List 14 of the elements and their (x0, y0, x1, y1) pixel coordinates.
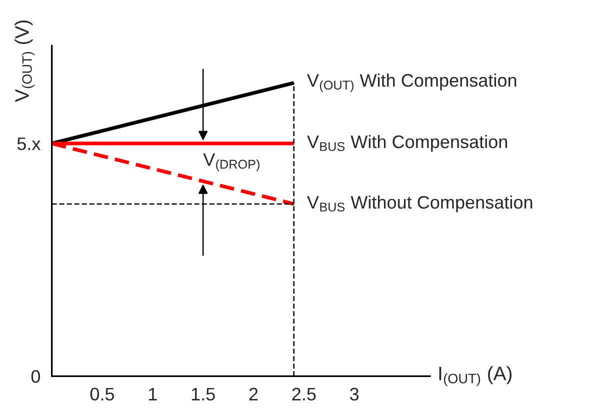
x-tick-label: 1.5 (192, 388, 215, 401)
series-label: V$_{BUS}$ With Compensation (307, 134, 508, 152)
x-tick-label: 1 (149, 388, 157, 400)
x-tick-label: 0.5 (90, 388, 114, 401)
series-label: V$_{(OUT)}$ With Compensation (307, 74, 516, 92)
series-label: V$_{BUS}$ Without Compensation (307, 195, 532, 212)
x-tick-label: 3 (350, 388, 359, 401)
y-tick-label: 5.x (17, 138, 41, 150)
annotation: V$_{(DROP)}$ (203, 153, 260, 172)
x-axis-title: I$_{(OUT)}$ (A) (439, 366, 512, 386)
y-axis-title: V$_{(OUT)}$ (V) (14, 20, 35, 102)
y-tick-label: 0 (31, 370, 40, 383)
x-tick-label: 2 (249, 388, 258, 400)
x-tick-label: 2.5 (292, 388, 316, 401)
